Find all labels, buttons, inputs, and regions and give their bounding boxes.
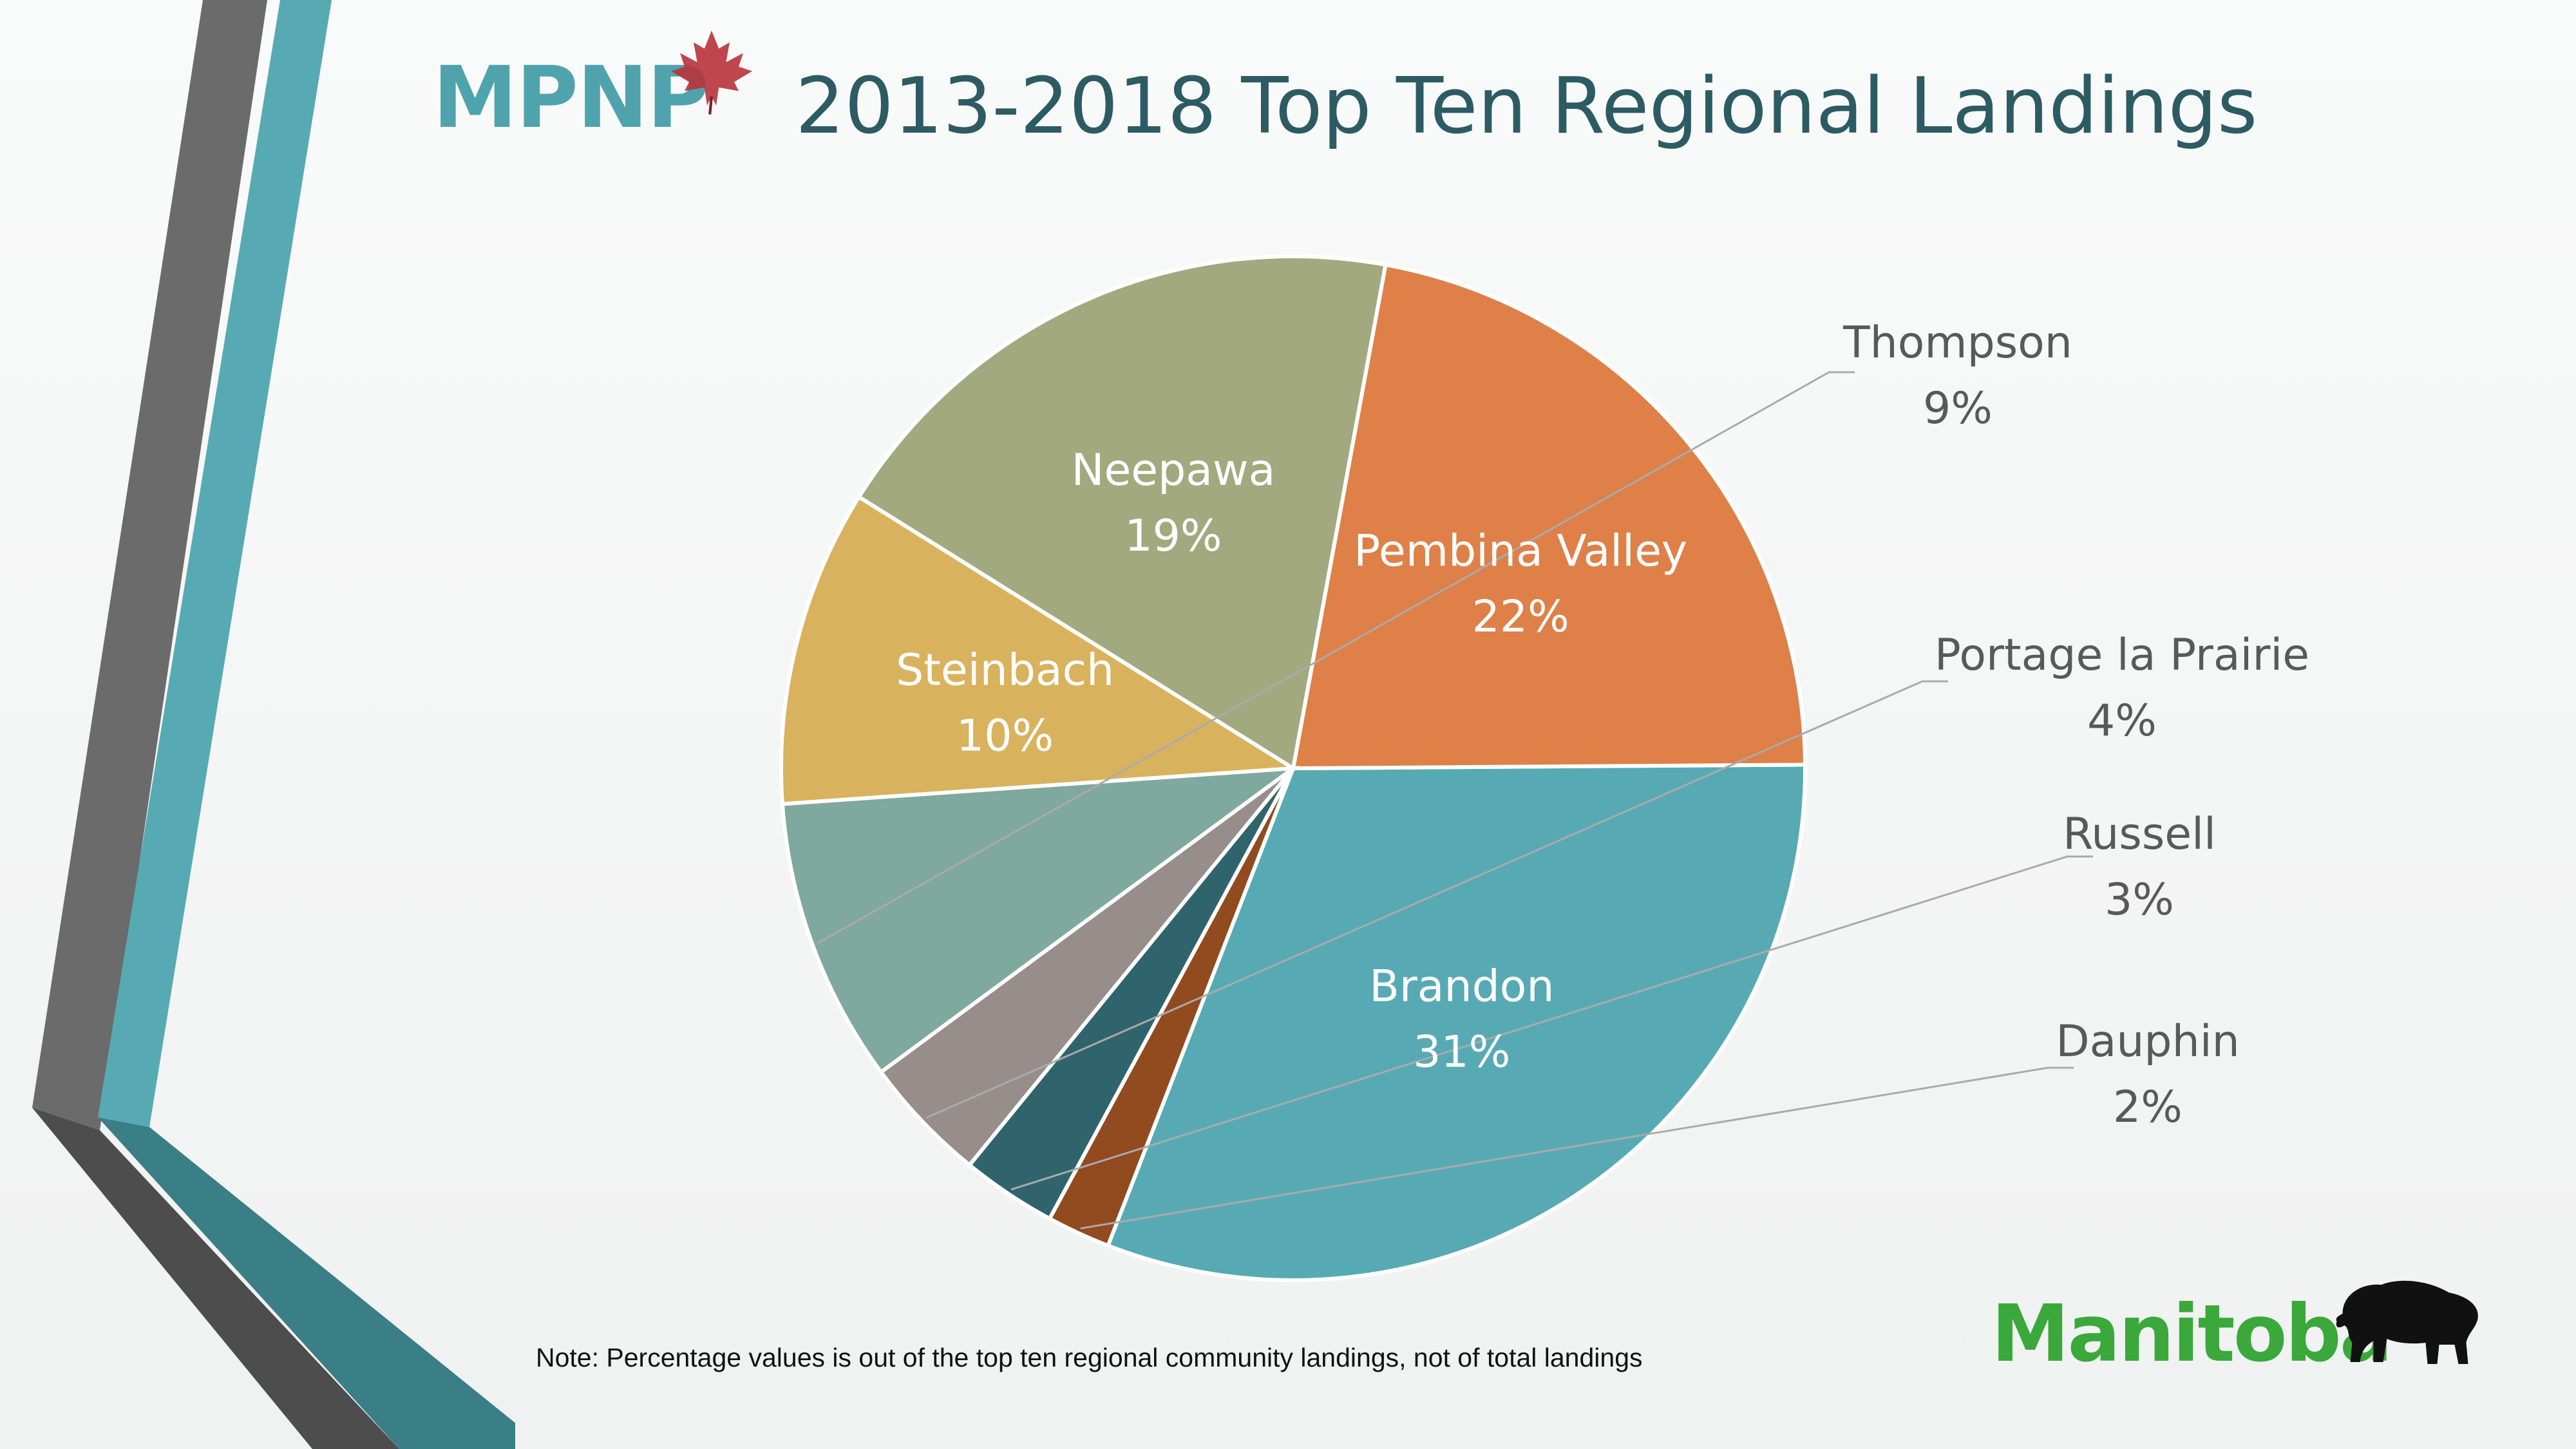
slice-name-label: Russell (2063, 809, 2216, 860)
chart-title: 2013-2018 Top Ten Regional Landings (795, 62, 2258, 151)
slice-value-label: 31% (1413, 1027, 1510, 1078)
pie-slice-steinbach (779, 494, 1300, 806)
leader-line (1080, 1066, 2074, 1229)
leader-line (1010, 855, 2093, 1191)
slice-name-label: Pembina Valley (1354, 526, 1687, 577)
bison-icon (2336, 1280, 2478, 1364)
pie-slice-neepawa (856, 254, 1388, 772)
slice-value-label: 10% (956, 710, 1054, 761)
slice-name-label: Portage la Prairie (1935, 630, 2309, 681)
slice-value-label: 19% (1124, 511, 1222, 562)
slice-value-label: 4% (2087, 696, 2157, 746)
slice-name-label: Dauphin (2056, 1016, 2239, 1067)
slice-value-label: 22% (1472, 592, 1569, 643)
decorative-chevron-stripes (32, 0, 515, 1449)
mpnp-logo-text: MPNP (433, 48, 709, 147)
maple-leaf-icon (671, 30, 752, 115)
slice-value-label: 2% (2113, 1082, 2183, 1133)
pie-slice-dauphin (1046, 767, 1295, 1249)
pie-slice-brandon (1105, 762, 1807, 1282)
slice-value-label: 9% (1923, 383, 1993, 434)
slice-name-label: Thompson (1842, 317, 2072, 368)
pie-slice-thompson (780, 766, 1300, 1075)
chart-note: Note: Percentage values is out of the to… (536, 1343, 1643, 1372)
pie-slice-portage-la-prairie (878, 766, 1295, 1168)
slice-name-label: Neepawa (1072, 445, 1276, 496)
pie-slice-pembina-valley (1291, 262, 1808, 771)
leader-line (925, 680, 1948, 1119)
leader-line (817, 371, 1855, 945)
manitoba-logo-text: Manitoba (1991, 1288, 2392, 1379)
slice-value-label: 3% (2105, 875, 2174, 925)
slice-name-label: Brandon (1369, 961, 1554, 1012)
slice-name-label: Steinbach (896, 645, 1114, 696)
